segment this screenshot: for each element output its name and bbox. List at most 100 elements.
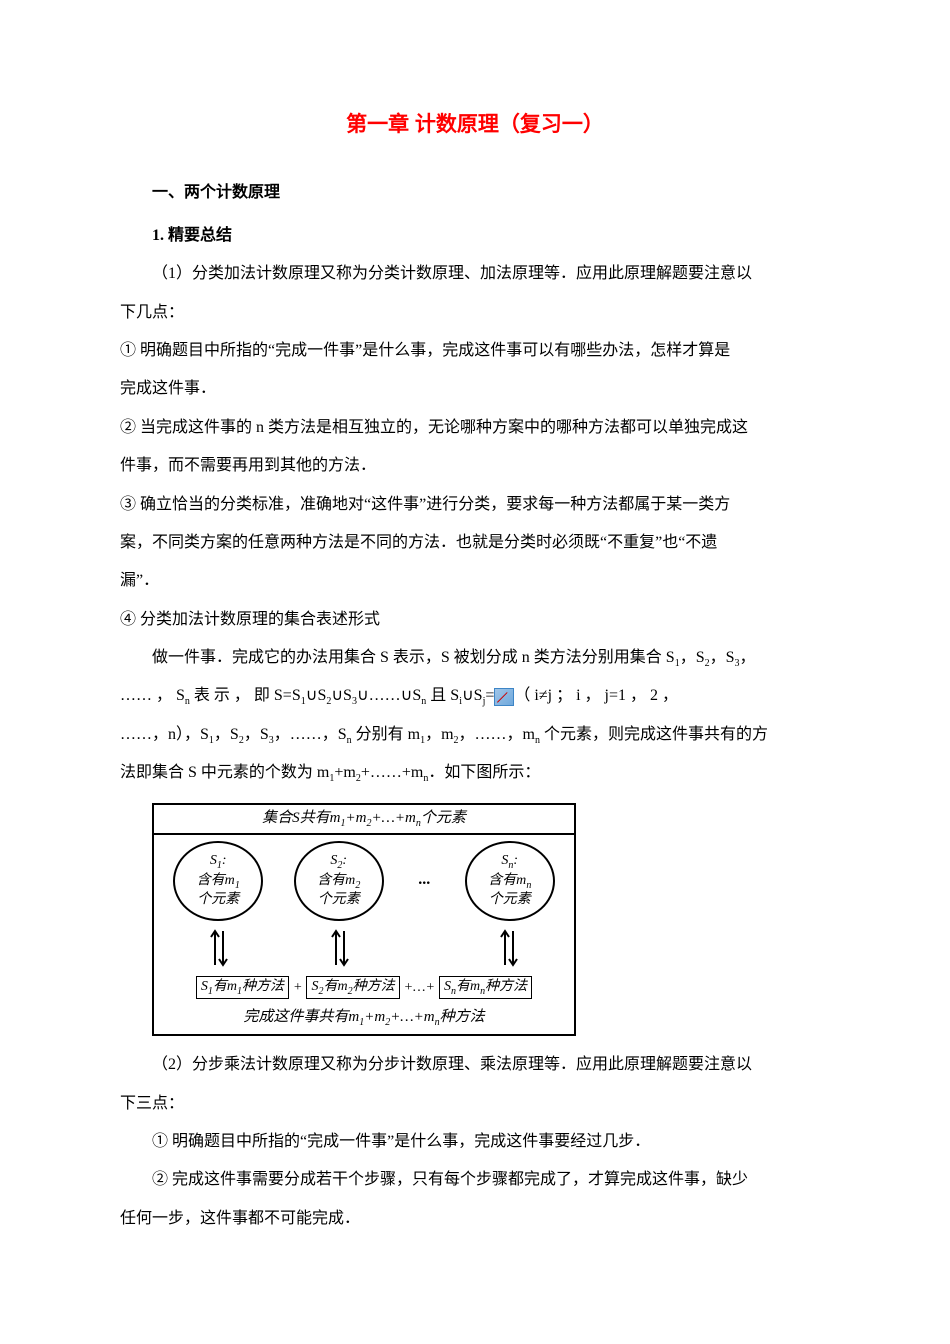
set-ellipse-n: Sn: 含有mn 个元素 xyxy=(465,841,555,921)
text: S xyxy=(210,853,217,868)
text: +m xyxy=(345,810,366,826)
paragraph-continued: 下三点： xyxy=(120,1085,830,1123)
list-item-continued: 完成这件事． xyxy=(120,370,830,408)
paragraph-continued: 法即集合 S 中元素的个数为 m1+m2+……+mn．如下图所示： xyxy=(120,754,830,792)
list-item: ① 明确题目中所指的“完成一件事”是什么事，完成这件事可以有哪些办法，怎样才算是 xyxy=(120,332,830,370)
text: 下几点： xyxy=(120,304,184,321)
text: ① 明确题目中所指的“完成一件事”是什么事，完成这件事要经过几步． xyxy=(152,1133,650,1150)
text: ，S xyxy=(214,726,239,743)
text: 种方法 xyxy=(440,1009,485,1025)
list-item: ④ 分类加法计数原理的集合表述形式 xyxy=(120,601,830,639)
text: （2）分步乘法计数原理又称为分步计数原理、乘法原理等．应用此原理解题要注意以 xyxy=(152,1056,752,1073)
text: ∪……∪S xyxy=(357,687,421,704)
text: 件事，而不需要再用到其他的方法． xyxy=(120,457,376,474)
text: 案，不同类方案的任意两种方法是不同的方法．也就是分类时必须既“不重复”也“不遗 xyxy=(120,534,717,551)
text: 含有m xyxy=(317,873,355,888)
set-partition-diagram: 集合S共有m1+m2+…+mn个元素 S1: 含有m1 个元素 S2: 含有m2… xyxy=(152,803,576,1037)
subscript: 2 xyxy=(355,879,360,890)
text: ，S xyxy=(244,726,269,743)
paragraph-continued: ……，n），S1，S2，S3，……，Sn 分别有 m1，m2，……，mn 个元素… xyxy=(120,716,830,754)
list-item-continued: 案，不同类方案的任意两种方法是不同的方法．也就是分类时必须既“不重复”也“不遗 xyxy=(120,524,830,562)
text: 做一件事．完成它的办法用集合 S 表示，S 被划分成 n 类方法分别用集合 S xyxy=(152,649,675,666)
list-item-continued: 任何一步，这件事都不可能完成． xyxy=(120,1200,830,1238)
subscript: n xyxy=(526,879,531,890)
text: 表 示 ， 即 S=S xyxy=(190,687,301,704)
page: 第一章 计数原理（复习一） 一、两个计数原理 1. 精要总结 （1）分类加法计数… xyxy=(0,0,950,1298)
subscript: n xyxy=(508,860,513,871)
text: 含有m xyxy=(488,873,526,888)
diagram-bottom-row: 完成这件事共有m1+m2+…+mn种方法 xyxy=(154,1004,574,1034)
list-item-continued: 漏”． xyxy=(120,562,830,600)
paragraph: （2）分步乘法计数原理又称为分步计数原理、乘法原理等．应用此原理解题要注意以 xyxy=(120,1046,830,1084)
text: 个元素 xyxy=(489,891,531,909)
text: 下三点： xyxy=(120,1095,184,1112)
ellipsis: ... xyxy=(414,861,434,899)
text: 集合S共有m xyxy=(262,810,340,826)
diagram-top-row: 集合S共有m1+m2+…+mn个元素 xyxy=(154,805,574,835)
text: ② 完成这件事需要分成若干个步骤，只有每个步骤都完成了，才算完成这件事，缺少 xyxy=(152,1171,748,1188)
text: 任何一步，这件事都不可能完成． xyxy=(120,1210,360,1227)
text: …… ， S xyxy=(120,687,185,704)
text: ③ 确立恰当的分类标准，准确地对“这件事”进行分类，要求每一种方法都属于某一类方 xyxy=(120,496,730,513)
text: 分别有 m xyxy=(352,726,420,743)
text: ∪S xyxy=(331,687,352,704)
text: 完成这件事． xyxy=(120,380,216,397)
diagram-container: 集合S共有m1+m2+…+mn个元素 S1: 含有m1 个元素 S2: 含有m2… xyxy=(152,803,830,1037)
text: ，……，m xyxy=(459,726,535,743)
method-box-2: S2有m2种方法 xyxy=(306,976,399,1000)
plus-sign: + xyxy=(291,971,304,1005)
subscript: 1 xyxy=(235,879,240,890)
diagram-mid-row: S1: 含有m1 个元素 S2: 含有m2 个元素 ... Sn: 含有mn 个… xyxy=(154,835,574,927)
paragraph-continued: 下几点： xyxy=(120,294,830,332)
text: ，……，S xyxy=(274,726,347,743)
subsection-heading: 1. 精要总结 xyxy=(120,217,830,255)
subscript: 2 xyxy=(705,658,710,669)
diagram-box-row: S1有m1种方法 + S2有m2种方法 +…+ Sn有mn种方法 xyxy=(154,969,574,1005)
text: ……，n），S xyxy=(120,726,209,743)
method-box-1: S1有m1种方法 xyxy=(196,976,289,1000)
text: +…+m xyxy=(390,1009,434,1025)
text: ① 明确题目中所指的“完成一件事”是什么事，完成这件事可以有哪些办法，怎样才算是 xyxy=(120,342,730,359)
text: 完成这件事共有m xyxy=(243,1009,359,1025)
set-ellipse-1: S1: 含有m1 个元素 xyxy=(173,841,263,921)
text: 个元素 xyxy=(197,891,239,909)
subscript: 1 xyxy=(675,658,680,669)
plus-dots: +…+ xyxy=(402,971,437,1005)
text: +…+m xyxy=(371,810,415,826)
subscript: 2 xyxy=(337,860,342,871)
text: ∪S xyxy=(306,687,327,704)
section-heading: 一、两个计数原理 xyxy=(120,174,830,212)
text: ．如下图所示： xyxy=(428,764,540,781)
paragraph: 做一件事．完成它的办法用集合 S 表示，S 被划分成 n 类方法分别用集合 S1… xyxy=(120,639,830,677)
double-arrow-icon xyxy=(466,927,552,969)
ellipsis xyxy=(419,928,431,966)
method-box-n: Sn有mn种方法 xyxy=(439,976,532,1000)
list-item: ① 明确题目中所指的“完成一件事”是什么事，完成这件事要经过几步． xyxy=(120,1123,830,1161)
text: （ i≠j ； i ， j=1 ， 2 ， xyxy=(514,687,678,704)
subscript: j xyxy=(483,697,486,708)
text: （1）分类加法计数原理又称为分类计数原理、加法原理等．应用此原理解题要注意以 xyxy=(152,265,752,282)
paragraph: （1）分类加法计数原理又称为分类计数原理、加法原理等．应用此原理解题要注意以 xyxy=(120,255,830,293)
text: 个元素 xyxy=(421,810,466,826)
text: 个元素，则完成这件事共有的方 xyxy=(540,726,768,743)
list-item-continued: 件事，而不需要再用到其他的方法． xyxy=(120,447,830,485)
list-item: ③ 确立恰当的分类标准，准确地对“这件事”进行分类，要求每一种方法都属于某一类方 xyxy=(120,486,830,524)
text: ，m xyxy=(425,726,453,743)
text: 法即集合 S 中元素的个数为 m xyxy=(120,764,329,781)
chapter-title: 第一章 计数原理（复习一） xyxy=(120,100,830,150)
text: 个元素 xyxy=(318,891,360,909)
subscript: 1 xyxy=(217,860,222,871)
text: +m xyxy=(364,1009,385,1025)
text: ∪S xyxy=(462,687,483,704)
text: +m xyxy=(334,764,355,781)
text: +……+m xyxy=(361,764,424,781)
empty-set-icon xyxy=(494,688,514,706)
double-arrow-icon xyxy=(297,927,383,969)
set-ellipse-2: S2: 含有m2 个元素 xyxy=(294,841,384,921)
list-item: ② 当完成这件事的 n 类方法是相互独立的，无论哪种方案中的哪种方法都可以单独完… xyxy=(120,409,830,447)
text: ② 当完成这件事的 n 类方法是相互独立的，无论哪种方案中的哪种方法都可以单独完… xyxy=(120,419,748,436)
text: 漏”． xyxy=(120,572,159,589)
text: ， xyxy=(740,649,756,666)
list-item: ② 完成这件事需要分成若干个步骤，只有每个步骤都完成了，才算完成这件事，缺少 xyxy=(120,1161,830,1199)
text: 且 S xyxy=(426,687,459,704)
